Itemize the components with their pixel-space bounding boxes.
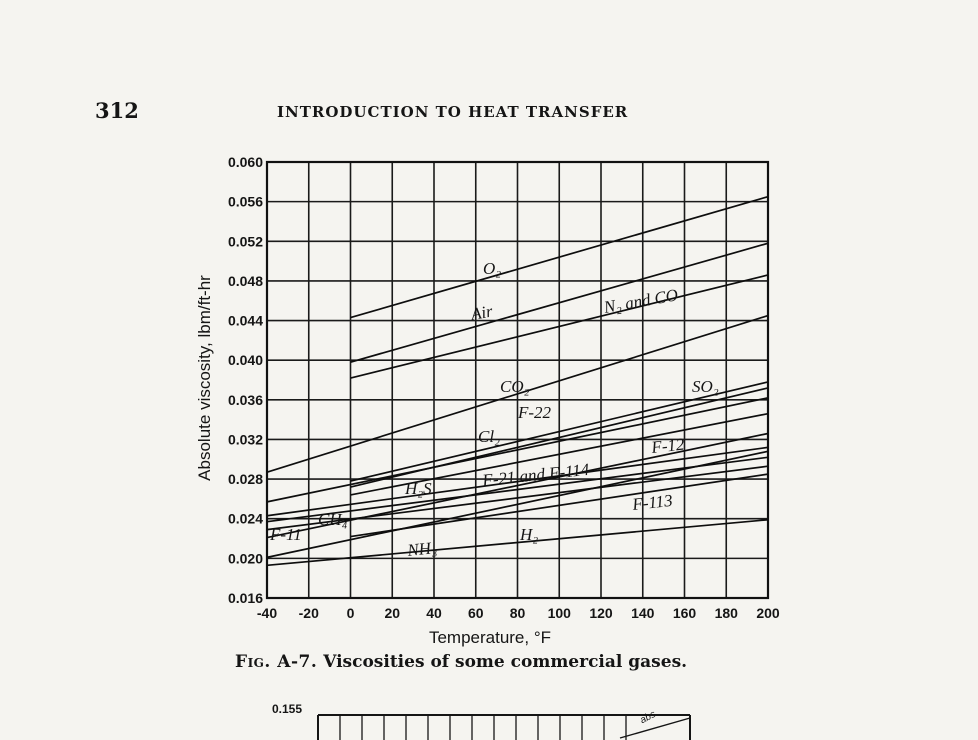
caption-label: Fig. A-7.: [235, 652, 318, 672]
series-label: H₂S: [404, 479, 432, 498]
series-line: [266, 456, 769, 523]
series-label: CO₂: [500, 377, 530, 396]
series-line: [266, 518, 769, 567]
series-label: F-11: [269, 525, 302, 544]
series-label: F-113: [630, 491, 673, 514]
x-tick-label: 120: [589, 605, 613, 621]
y-tick-label: 0.040: [228, 352, 263, 368]
series-line: [266, 446, 769, 517]
x-tick-label: 180: [715, 605, 739, 621]
series-line: [350, 242, 769, 363]
series-label: Air: [468, 301, 494, 324]
plot-frame: [265, 160, 770, 600]
series-label: CH₄: [318, 510, 348, 529]
series-label: F-12: [649, 435, 685, 458]
series-line: [266, 465, 769, 531]
series-label: NH₃: [405, 538, 437, 560]
x-axis-title: Temperature, °F: [429, 628, 551, 647]
y-tick-label: 0.028: [228, 471, 263, 487]
y-tick-label: 0.036: [228, 392, 263, 408]
x-tick-label: -40: [257, 605, 277, 621]
y-tick-label: 0.048: [228, 273, 263, 289]
series-line: [350, 195, 769, 319]
running-head: INTRODUCTION TO HEAT TRANSFER: [277, 103, 629, 121]
series-label: H₂: [519, 525, 538, 544]
x-tick-label: 0: [347, 605, 355, 621]
x-tick-label: 60: [468, 605, 484, 621]
next-figure-tick-label: 0.155: [272, 702, 303, 716]
x-tick-label: 160: [673, 605, 697, 621]
series-line: [350, 274, 769, 379]
x-tick-label: 20: [384, 605, 400, 621]
series-line: [350, 381, 769, 482]
y-tick-label: 0.060: [228, 154, 263, 170]
series-line: [266, 432, 769, 539]
figure-caption: Fig. A-7. Viscosities of some commercial…: [235, 652, 687, 672]
series-line: [266, 314, 769, 473]
y-tick-label: 0.056: [228, 194, 263, 210]
caption-text: Viscosities of some commercial gases.: [323, 652, 688, 672]
series-label: F-22: [517, 403, 552, 422]
series-label: Cl₂: [478, 427, 500, 446]
y-tick-label: 0.024: [228, 511, 263, 527]
series-label: SO₂: [692, 377, 719, 396]
series-label: F-21 and F-114: [480, 460, 590, 490]
x-tick-label: 140: [631, 605, 655, 621]
x-tick-label: 100: [548, 605, 572, 621]
x-tick-label: 40: [426, 605, 442, 621]
y-tick-label: 0.044: [228, 313, 263, 329]
series-line: [350, 473, 769, 538]
y-tick-label: 0.020: [228, 550, 263, 566]
page-number: 312: [95, 98, 139, 123]
x-tick-label: 200: [756, 605, 780, 621]
y-tick-label: 0.032: [228, 431, 263, 447]
y-axis-title: Absolute viscosity, lbm/ft-hr: [195, 275, 214, 481]
series-label: N₂ and CO: [601, 285, 679, 317]
y-tick-label: 0.052: [228, 233, 263, 249]
x-tick-label: 80: [510, 605, 526, 621]
series-line: [266, 397, 769, 503]
series-line: [350, 412, 769, 496]
series-label: O₂: [483, 259, 501, 278]
x-tick-label: -20: [299, 605, 319, 621]
series-line: [266, 450, 769, 559]
y-tick-label: 0.016: [228, 590, 263, 606]
